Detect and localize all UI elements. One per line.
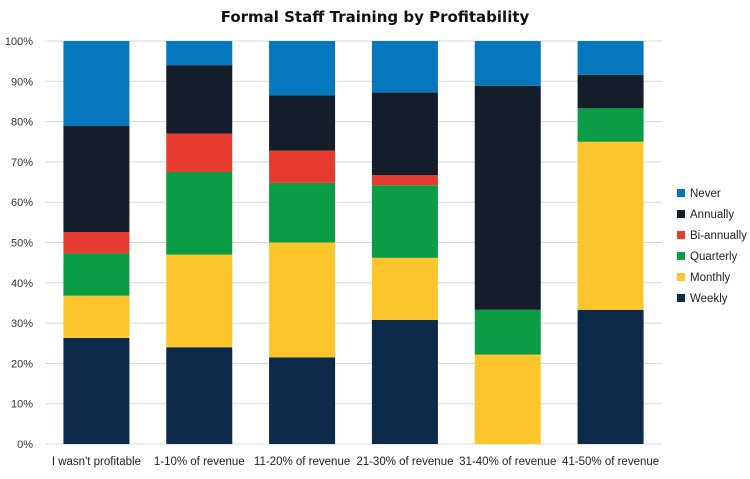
bar-segment-bi-annually xyxy=(269,150,336,183)
y-axis-ticks: 0% 10% 20% 30% 40% 50% 60% 70% 80% 90% 100% xyxy=(5,36,33,451)
y-tick-label: 90% xyxy=(11,76,33,88)
x-tick-label: 11-20% of revenue xyxy=(254,456,350,468)
legend-label: Monthly xyxy=(690,272,731,284)
legend-item-never: Never xyxy=(677,188,721,200)
y-tick-label: 10% xyxy=(11,399,33,411)
chart-title: Formal Staff Training by Profitability xyxy=(220,8,530,26)
bar-segment-monthly xyxy=(474,354,541,444)
bar-segment-monthly xyxy=(577,141,644,310)
x-tick-label: 31-40% of revenue xyxy=(459,456,556,468)
gridlines xyxy=(45,40,662,445)
bar-segment-weekly xyxy=(63,338,130,444)
bar-segment-monthly xyxy=(63,295,130,339)
legend-item-annually: Annually xyxy=(677,209,734,221)
bar-segment-weekly xyxy=(166,347,233,444)
y-tick-label: 30% xyxy=(11,318,33,330)
legend-item-bi-annually: Bi-annually xyxy=(677,230,747,242)
bar-segment-annually xyxy=(166,65,233,134)
bar-segment-bi-annually xyxy=(371,175,438,186)
x-tick-label: I wasn't profitable xyxy=(52,456,141,468)
legend-label: Weekly xyxy=(690,293,728,305)
bar-segment-monthly xyxy=(371,257,438,320)
bar-segment-annually xyxy=(371,92,438,176)
legend-swatch xyxy=(677,210,685,218)
bar-segment-bi-annually xyxy=(166,133,233,172)
legend-item-quarterly: Quarterly xyxy=(677,251,738,263)
bar-segment-weekly xyxy=(269,357,336,444)
x-tick-label: 41-50% of revenue xyxy=(562,456,659,468)
bar-segment-never xyxy=(63,41,130,127)
bar-segment-annually xyxy=(577,74,644,109)
bar-segment-never xyxy=(577,41,644,75)
legend-swatch xyxy=(677,273,685,281)
legend-swatch xyxy=(677,252,685,260)
y-tick-label: 0% xyxy=(17,439,33,451)
legend-label: Annually xyxy=(690,209,734,221)
bar-segment-bi-annually xyxy=(63,232,130,254)
legend-swatch xyxy=(677,294,685,302)
y-tick-label: 60% xyxy=(11,197,33,209)
bar-segment-weekly xyxy=(577,309,644,444)
legend-item-monthly: Monthly xyxy=(677,272,731,284)
y-tick-label: 80% xyxy=(11,117,33,129)
x-axis-ticks: I wasn't profitable 1-10% of revenue 11-20… xyxy=(52,456,659,468)
bar-segment-never xyxy=(269,41,336,96)
bar-segment-annually xyxy=(474,85,541,310)
x-tick-label: 21-30% of revenue xyxy=(356,456,453,468)
y-tick-label: 50% xyxy=(11,238,33,250)
y-tick-label: 100% xyxy=(5,36,33,48)
bars xyxy=(63,41,644,444)
legend-swatch xyxy=(677,189,685,197)
bar-segment-quarterly xyxy=(577,108,644,142)
bar-segment-never xyxy=(371,41,438,93)
bar-segment-weekly xyxy=(371,319,438,444)
y-tick-label: 70% xyxy=(11,157,33,169)
bar-segment-annually xyxy=(269,95,336,151)
bar-segment-quarterly xyxy=(63,253,130,296)
y-tick-label: 20% xyxy=(11,358,33,370)
legend-swatch xyxy=(677,231,685,239)
x-tick-label: 1-10% of revenue xyxy=(154,456,245,468)
bar-segment-monthly xyxy=(269,242,336,358)
bar-segment-never xyxy=(166,41,233,66)
bar-segment-quarterly xyxy=(474,309,541,355)
legend-label: Never xyxy=(690,188,721,200)
legend-label: Bi-annually xyxy=(690,230,747,242)
legend-label: Quarterly xyxy=(690,251,738,263)
legend: Never Annually Bi-annually Quarterly Monthly… xyxy=(677,188,747,305)
bar-segment-quarterly xyxy=(166,171,233,255)
bar-segment-annually xyxy=(63,126,130,233)
bar-segment-monthly xyxy=(166,254,233,348)
bar-segment-never xyxy=(474,41,541,86)
legend-item-weekly: Weekly xyxy=(677,293,728,305)
bar-segment-quarterly xyxy=(269,182,336,243)
bar-segment-quarterly xyxy=(371,185,438,258)
y-tick-label: 40% xyxy=(11,278,33,290)
